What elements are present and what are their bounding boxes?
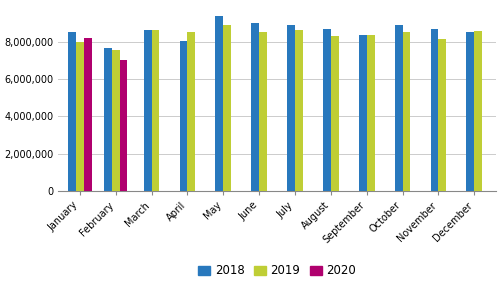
Bar — [188, 32, 196, 191]
Bar — [224, 25, 231, 191]
Bar — [402, 32, 410, 191]
Bar — [144, 30, 152, 191]
Bar — [104, 48, 112, 191]
Bar — [180, 41, 188, 191]
Bar — [430, 29, 438, 191]
Bar — [366, 35, 374, 191]
Bar — [120, 60, 128, 191]
Bar — [359, 35, 366, 191]
Bar — [68, 32, 76, 191]
Bar — [438, 39, 446, 191]
Bar — [466, 32, 474, 191]
Bar — [287, 25, 295, 191]
Bar — [259, 32, 267, 191]
Bar — [295, 30, 303, 191]
Bar — [152, 30, 160, 191]
Bar — [251, 23, 259, 191]
Bar — [84, 38, 92, 191]
Legend: 2018, 2019, 2020: 2018, 2019, 2020 — [194, 260, 360, 282]
Bar — [112, 50, 120, 191]
Bar — [76, 42, 84, 191]
Bar — [394, 25, 402, 191]
Bar — [323, 29, 331, 191]
Bar — [474, 31, 482, 191]
Bar — [331, 36, 338, 191]
Bar — [216, 16, 224, 191]
